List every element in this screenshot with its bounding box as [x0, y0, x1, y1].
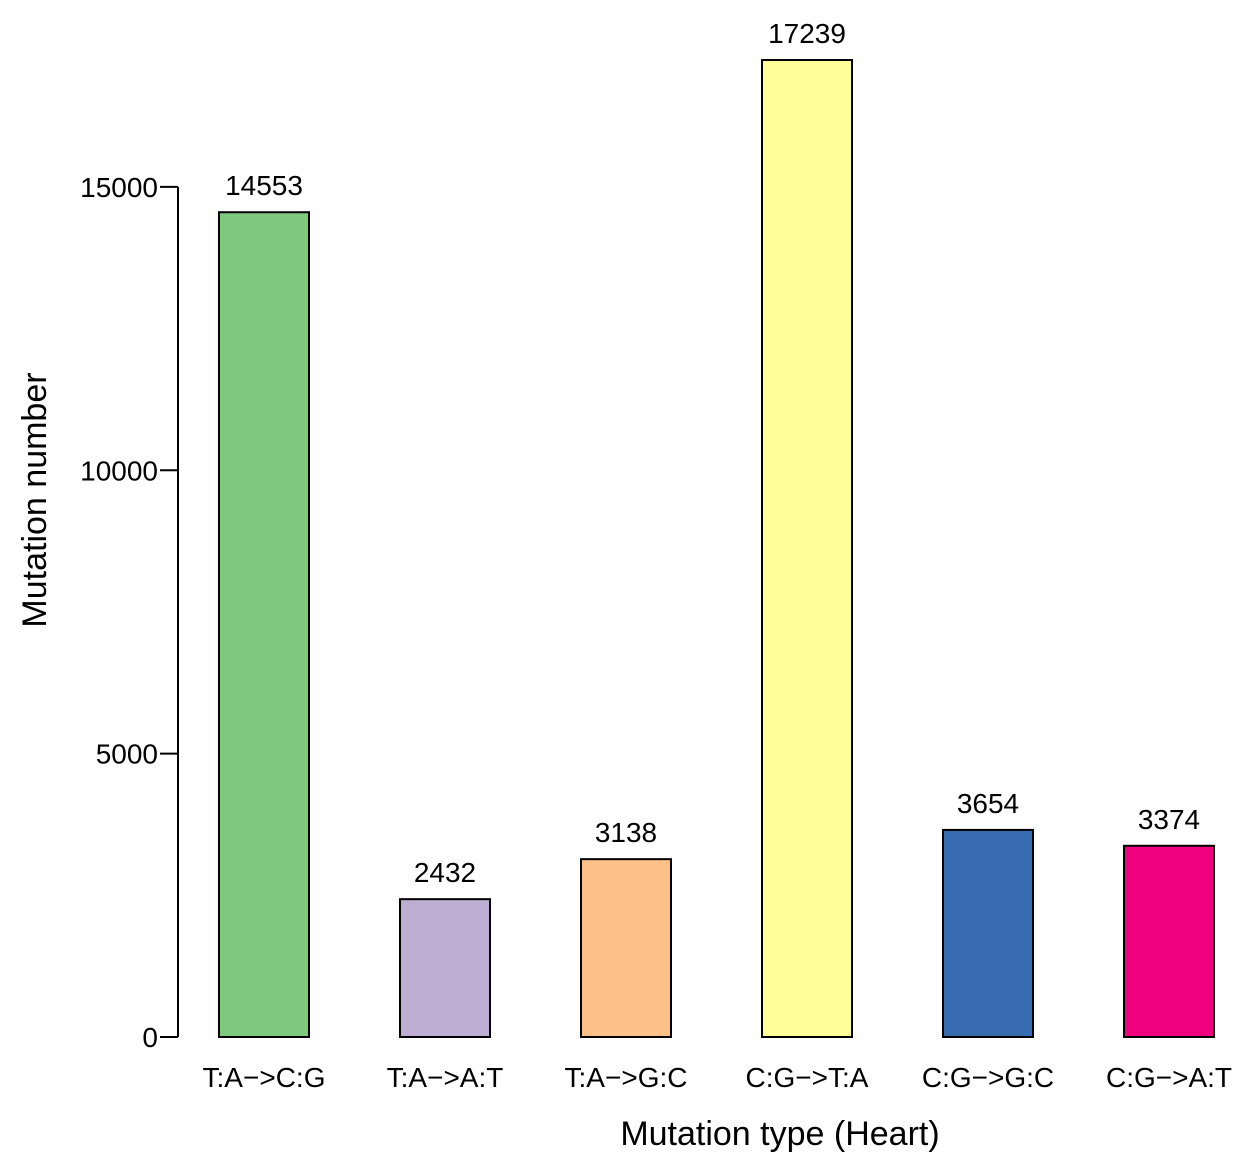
bar — [1123, 844, 1215, 1038]
y-axis: 0 5000 10000 15000 — [80, 172, 179, 1053]
bar-value-label: 2432 — [414, 857, 476, 888]
x-category-label: C:G−>A:T — [1106, 1062, 1232, 1093]
bar-value-label: 14553 — [225, 170, 303, 201]
bar-value-labels: 14553 2432 3138 17239 3654 3374 — [225, 18, 1200, 888]
y-tick-label: 5000 — [96, 739, 158, 770]
x-category-label: C:G−>T:A — [746, 1062, 869, 1093]
x-category-label: T:A−>A:T — [387, 1062, 504, 1093]
x-category-label: T:A−>C:G — [203, 1062, 326, 1093]
y-tick-label: 10000 — [80, 455, 158, 486]
bar-value-label: 3374 — [1138, 804, 1200, 835]
x-category-label: C:G−>G:C — [922, 1062, 1054, 1093]
bar — [218, 211, 310, 1038]
bar-value-label: 3654 — [957, 788, 1019, 819]
bar — [942, 828, 1034, 1039]
bar — [399, 898, 491, 1038]
x-category-labels: T:A−>C:G T:A−>A:T T:A−>G:C C:G−>T:A C:G−>G:C… — [203, 1062, 1232, 1093]
bar — [580, 858, 672, 1038]
bar-value-label: 17239 — [768, 18, 846, 49]
bar — [761, 59, 853, 1038]
x-category-label: T:A−>G:C — [565, 1062, 688, 1093]
y-tick-label: 0 — [142, 1022, 158, 1053]
y-tick-label: 15000 — [80, 172, 158, 203]
x-axis-title: Mutation type (Heart) — [620, 1115, 939, 1153]
bars — [218, 59, 1215, 1039]
y-axis-title: Mutation number — [16, 372, 54, 627]
bar-value-label: 3138 — [595, 817, 657, 848]
